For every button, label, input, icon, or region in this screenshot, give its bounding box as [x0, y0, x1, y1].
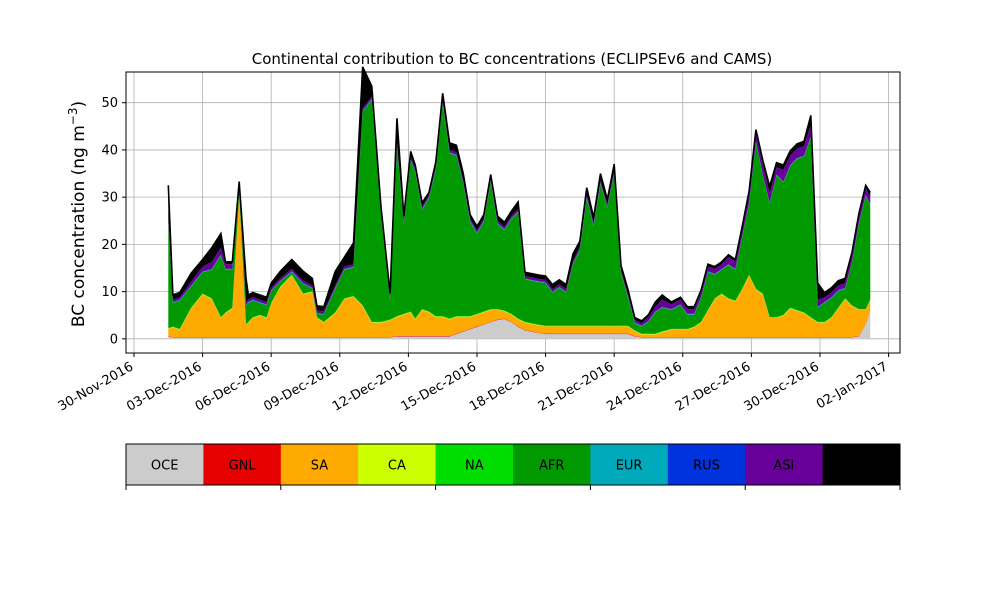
x-tick-label: 12-Dec-2016: [330, 359, 410, 414]
x-tick-label: 06-Dec-2016: [193, 359, 273, 414]
x-tick-label: 18-Dec-2016: [467, 359, 547, 414]
legend-label-ca: CA: [388, 459, 406, 474]
x-tick-label: 30-Nov-2016: [56, 359, 136, 414]
color-legend: OCE GNL SA CA NA AFR EUR RUS ASI AUS: [125, 443, 901, 490]
axes-frame: [125, 71, 901, 354]
area-ca: [168, 194, 871, 335]
legend-swatch-afr: [513, 444, 591, 485]
y-tick-label: 10: [101, 285, 118, 300]
legend-frame: [125, 443, 901, 486]
legend-label-afr: AFR: [539, 459, 564, 474]
legend-swatch-asi: [745, 444, 824, 485]
legend-label-na: NA: [465, 459, 484, 474]
y-tick-label: 40: [101, 143, 118, 158]
y-tick-label: 30: [101, 191, 118, 206]
legend-swatch-ca: [358, 444, 437, 485]
legend-swatch-aus: [822, 444, 901, 485]
area-oce: [168, 310, 871, 339]
legend-swatch-na: [435, 444, 514, 485]
legend-label-oce: OCE: [151, 459, 179, 474]
x-tick-label: 24-Dec-2016: [604, 359, 684, 414]
y-axis-ticks: 0 10 20 30 40 50: [101, 96, 126, 347]
legend-label-rus: RUS: [693, 459, 720, 474]
legend-swatch-gnl: [203, 444, 282, 485]
area-asi: [168, 96, 871, 326]
y-axis-label-unit-exponent: −3: [66, 107, 80, 125]
x-tick-label: 30-Dec-2016: [742, 359, 822, 414]
legend-swatch-sa: [280, 444, 359, 485]
y-tick-label: 50: [101, 96, 118, 111]
chart-title: Continental contribution to BC concentra…: [252, 50, 773, 68]
legend-swatch-rus: [667, 444, 746, 485]
legend-label-asi: ASI: [773, 459, 794, 474]
y-tick-label: 20: [101, 238, 118, 253]
area-sa: [168, 195, 871, 337]
x-tick-label: 09-Dec-2016: [261, 359, 341, 414]
y-axis-label: BC concentration (ng m−3): [66, 101, 89, 327]
x-tick-label: 21-Dec-2016: [536, 359, 616, 414]
x-axis-ticks: 30-Nov-201603-Dec-201606-Dec-201609-Dec-…: [56, 353, 891, 415]
legend-label-aus: AUS: [848, 459, 875, 474]
total-outline: [167, 66, 871, 322]
legend-swatch-eur: [590, 444, 669, 485]
legend-label-eur: EUR: [616, 459, 643, 474]
legend-label-gnl: GNL: [229, 459, 257, 474]
legend-swatch-oce: [126, 444, 204, 485]
x-tick-label: 15-Dec-2016: [399, 359, 479, 414]
plot-area: 0 10 20 30 40 50 30-Nov-201603-Dec-201606-Dec…: [56, 66, 901, 415]
legend-label-sa: SA: [311, 459, 328, 474]
area-na: [168, 194, 871, 335]
area-afr: [168, 99, 871, 334]
x-tick-label: 27-Dec-2016: [673, 359, 753, 414]
x-tick-label: 03-Dec-2016: [124, 359, 204, 414]
y-axis-label-close: ): [69, 101, 89, 108]
stacked-areas: [167, 66, 871, 339]
y-tick-label: 0: [110, 332, 118, 347]
x-tick-label: 02-Jan-2017: [814, 359, 891, 412]
y-axis-label-main: BC concentration (ng m: [69, 125, 89, 327]
